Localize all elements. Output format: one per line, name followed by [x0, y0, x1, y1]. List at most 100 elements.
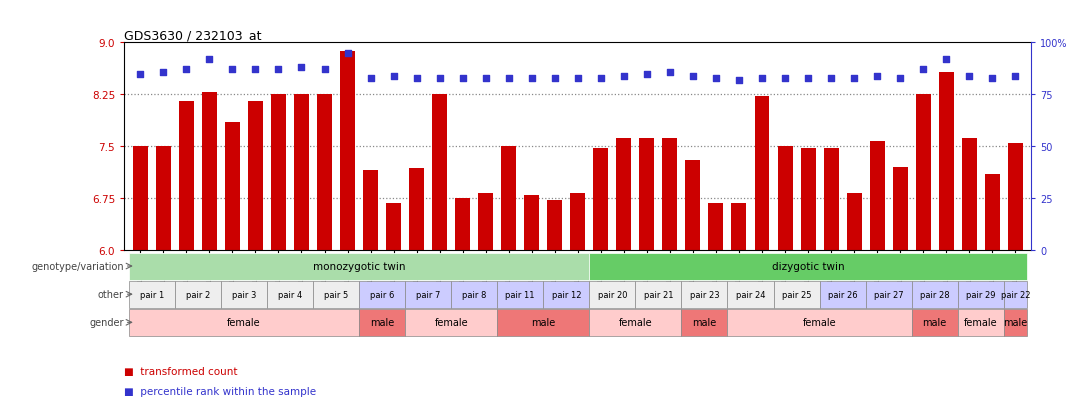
Text: female: female — [434, 318, 468, 328]
Text: ■  transformed count: ■ transformed count — [124, 366, 238, 376]
Bar — [820, 281, 865, 308]
Bar — [708, 203, 724, 250]
Bar — [451, 281, 497, 308]
Bar — [133, 147, 148, 250]
Text: dizygotic twin: dizygotic twin — [772, 261, 845, 271]
Point — [454, 75, 471, 82]
Bar — [129, 281, 175, 308]
Bar — [865, 281, 912, 308]
Text: female: female — [964, 318, 998, 328]
Bar — [912, 281, 958, 308]
Point — [937, 57, 955, 63]
Point — [661, 69, 678, 76]
Text: female: female — [227, 318, 260, 328]
Point — [891, 75, 908, 82]
Point — [546, 75, 564, 82]
Point — [569, 75, 586, 82]
Bar — [778, 147, 793, 250]
Bar — [221, 281, 267, 308]
Bar — [478, 194, 494, 250]
Bar — [202, 93, 217, 250]
Point — [523, 75, 540, 82]
Point — [1007, 73, 1024, 80]
Bar — [524, 195, 539, 250]
Point — [408, 75, 426, 82]
Bar — [662, 138, 677, 250]
Bar — [497, 309, 590, 336]
Bar — [755, 97, 769, 250]
Point — [823, 75, 840, 82]
Bar — [405, 281, 451, 308]
Point — [247, 67, 265, 74]
Text: male: male — [692, 318, 716, 328]
Point — [915, 67, 932, 74]
Text: pair 22: pair 22 — [1000, 290, 1030, 299]
Text: other: other — [97, 290, 124, 299]
Bar — [313, 281, 359, 308]
Point — [960, 73, 977, 80]
Text: pair 3: pair 3 — [232, 290, 256, 299]
Text: ■  percentile rank within the sample: ■ percentile rank within the sample — [124, 387, 316, 396]
Bar — [800, 148, 815, 250]
Bar — [129, 309, 359, 336]
Bar — [225, 123, 240, 250]
Bar — [590, 309, 681, 336]
Bar — [248, 102, 262, 250]
Bar — [359, 309, 405, 336]
Bar — [363, 171, 378, 250]
Point — [201, 57, 218, 63]
Text: pair 25: pair 25 — [782, 290, 811, 299]
Text: genotype/variation: genotype/variation — [31, 261, 124, 271]
Bar — [939, 72, 954, 250]
Text: male: male — [1003, 318, 1027, 328]
Text: pair 23: pair 23 — [690, 290, 719, 299]
Bar — [590, 253, 1027, 280]
Point — [293, 65, 310, 71]
Point — [132, 71, 149, 78]
Point — [178, 67, 195, 74]
Point — [685, 73, 702, 80]
Bar — [1003, 281, 1027, 308]
Bar — [824, 148, 838, 250]
Text: pair 12: pair 12 — [552, 290, 581, 299]
Point — [224, 67, 241, 74]
Text: female: female — [619, 318, 652, 328]
Point — [846, 75, 863, 82]
Bar — [847, 194, 862, 250]
Point — [154, 69, 172, 76]
Text: male: male — [922, 318, 947, 328]
Text: monozygotic twin: monozygotic twin — [313, 261, 405, 271]
Text: GDS3630 / 232103_at: GDS3630 / 232103_at — [124, 29, 261, 42]
Bar — [294, 95, 309, 250]
Bar — [179, 102, 193, 250]
Bar — [728, 281, 773, 308]
Bar — [686, 161, 701, 250]
Bar — [985, 174, 1000, 250]
Text: pair 7: pair 7 — [416, 290, 441, 299]
Bar — [543, 281, 590, 308]
Point — [339, 50, 356, 57]
Bar — [912, 309, 958, 336]
Point — [799, 75, 816, 82]
Bar — [635, 281, 681, 308]
Point — [384, 73, 402, 80]
Bar — [962, 138, 976, 250]
Point — [315, 67, 333, 74]
Text: pair 4: pair 4 — [278, 290, 302, 299]
Bar — [570, 194, 585, 250]
Bar — [432, 95, 447, 250]
Bar — [958, 309, 1003, 336]
Text: pair 20: pair 20 — [597, 290, 627, 299]
Point — [477, 75, 495, 82]
Text: female: female — [802, 318, 836, 328]
Bar — [1003, 309, 1027, 336]
Bar — [455, 199, 470, 250]
Bar — [1008, 143, 1023, 250]
Bar — [731, 203, 746, 250]
Point — [777, 75, 794, 82]
Bar — [916, 95, 931, 250]
Text: pair 28: pair 28 — [920, 290, 949, 299]
Text: pair 2: pair 2 — [186, 290, 210, 299]
Point — [754, 75, 771, 82]
Point — [431, 75, 448, 82]
